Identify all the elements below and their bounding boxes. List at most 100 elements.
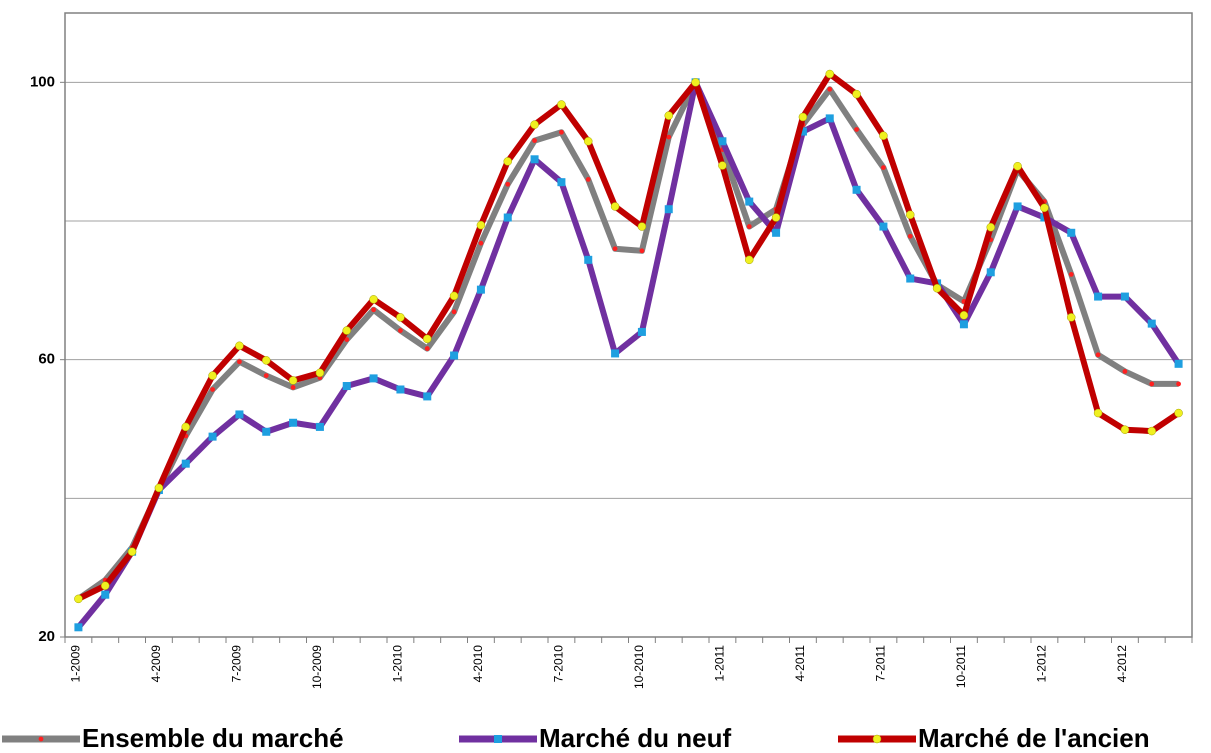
marker [666, 134, 672, 140]
marker [398, 328, 403, 333]
marker [530, 120, 539, 129]
marker [315, 422, 324, 431]
marker [557, 178, 566, 187]
marker [881, 165, 886, 171]
marker [771, 213, 781, 222]
marker [1147, 426, 1156, 436]
marker [825, 69, 834, 79]
marker [852, 89, 861, 99]
x-tick-label: 7-2011 [874, 645, 888, 682]
marker [101, 590, 110, 599]
marker [798, 127, 807, 136]
marker [478, 240, 484, 246]
marker [1094, 292, 1103, 301]
marker [1040, 203, 1049, 213]
marker [584, 137, 593, 146]
marker [959, 320, 968, 329]
marker [532, 138, 537, 143]
x-tick-label: 1-2012 [1035, 645, 1049, 683]
x-tick-label: 10-2010 [632, 645, 646, 689]
marker [290, 385, 296, 390]
marker [1067, 228, 1076, 237]
marker [637, 327, 646, 336]
marker [959, 311, 969, 320]
legend-label: Marché de l'ancien [918, 723, 1150, 753]
marker [38, 736, 44, 742]
marker [718, 137, 727, 146]
x-tick-label: 4-2010 [471, 645, 485, 683]
marker [288, 376, 298, 385]
marker [612, 246, 618, 252]
marker [74, 623, 83, 632]
marker [396, 313, 405, 322]
marker [235, 341, 244, 351]
series [76, 79, 1181, 602]
marker [450, 351, 459, 360]
marker [718, 161, 727, 170]
marker [1147, 319, 1156, 328]
marker [423, 334, 432, 344]
y-tick-label: 20 [38, 628, 55, 645]
marker [262, 427, 271, 436]
x-tick-label: 7-2009 [230, 645, 244, 683]
series-line [76, 79, 1179, 602]
marker [369, 295, 378, 304]
x-tick-label: 4-2009 [149, 645, 163, 683]
marker [585, 177, 591, 182]
marker [610, 202, 620, 211]
legend-label: Ensemble du marché [82, 723, 344, 753]
marker [342, 326, 351, 335]
marker [396, 385, 405, 394]
marker [827, 86, 833, 92]
marker [208, 432, 217, 441]
marker [746, 224, 752, 229]
marker [289, 418, 298, 427]
marker [344, 337, 350, 342]
marker [639, 248, 645, 254]
marker [745, 197, 754, 206]
marker [423, 392, 432, 401]
marker [424, 346, 430, 351]
marker [210, 387, 215, 392]
marker [825, 114, 834, 123]
series [74, 78, 1183, 632]
series-line [77, 71, 1181, 602]
marker [530, 155, 539, 164]
marker [181, 422, 190, 432]
marker [852, 185, 861, 194]
x-tick-label: 4-2011 [793, 645, 807, 682]
marker [907, 233, 913, 239]
marker [494, 735, 502, 743]
marker [1013, 161, 1022, 171]
marker [1174, 408, 1183, 418]
marker [611, 349, 620, 358]
marker [1013, 202, 1022, 211]
marker [1120, 425, 1130, 434]
marker [505, 181, 511, 187]
marker [1122, 369, 1128, 374]
plot-frame [64, 12, 1193, 638]
marker [872, 734, 882, 744]
marker [1093, 408, 1103, 418]
marker [986, 222, 995, 232]
marker [263, 373, 269, 379]
marker [854, 127, 859, 132]
x-tick-label: 1-2011 [713, 645, 727, 682]
marker [932, 284, 942, 293]
y-tick-label: 60 [38, 351, 55, 368]
marker [476, 220, 486, 230]
marker [1176, 381, 1181, 387]
marker [235, 410, 244, 419]
marker [342, 382, 351, 391]
marker [1067, 313, 1076, 322]
marker [1068, 271, 1074, 277]
marker [1120, 292, 1129, 301]
marker [181, 459, 190, 468]
x-tick-label: 1-2009 [69, 645, 83, 683]
marker [315, 368, 325, 378]
marker [262, 356, 271, 365]
marker [1174, 359, 1183, 368]
marker [664, 111, 673, 120]
marker [798, 112, 808, 122]
